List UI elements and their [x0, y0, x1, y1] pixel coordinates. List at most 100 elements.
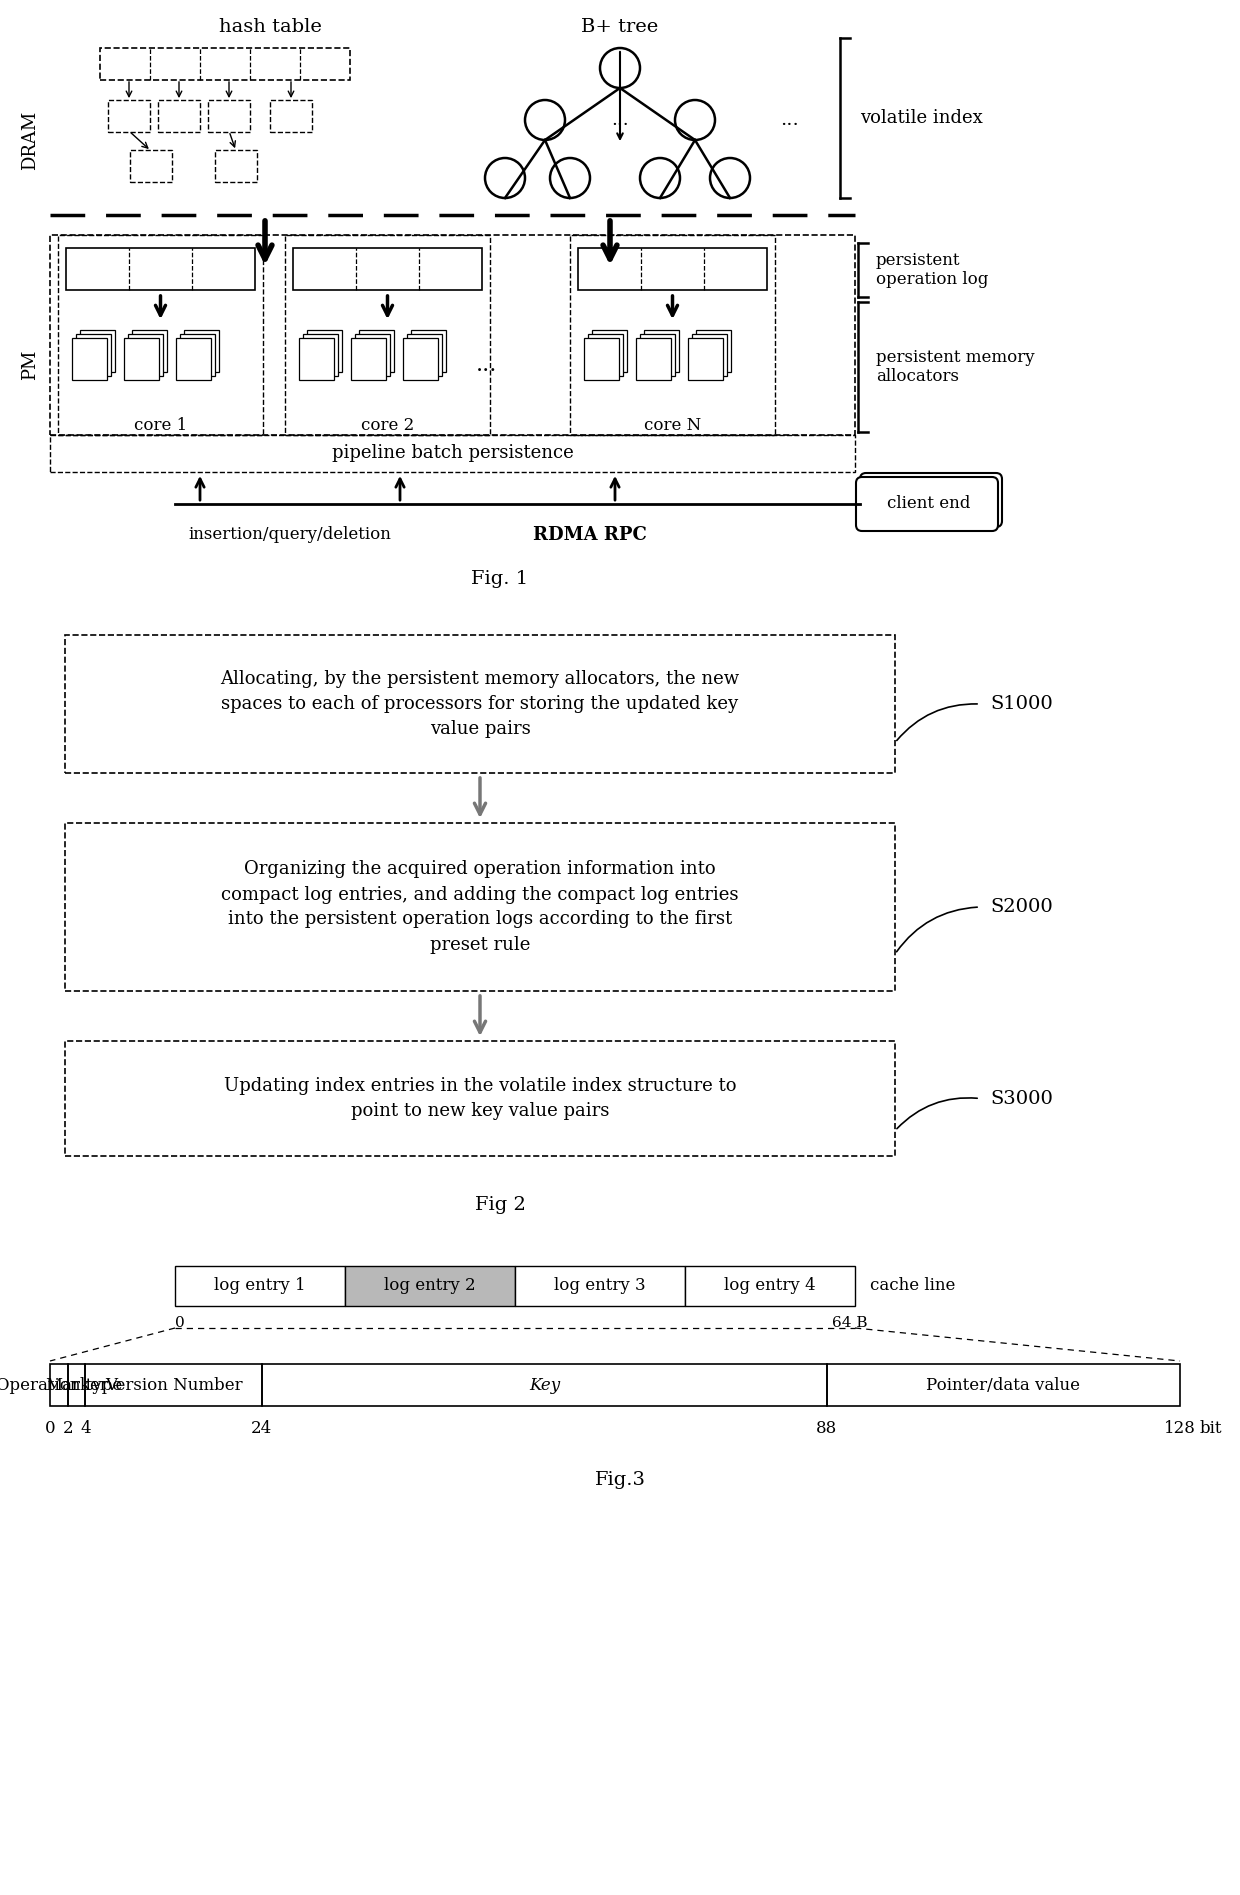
Text: Fig.3: Fig.3 [594, 1471, 646, 1489]
Bar [50, 436, 856, 472]
Bar [100, 47, 350, 80]
Text: DRAM: DRAM [21, 110, 38, 171]
Bar [303, 334, 339, 375]
Bar [72, 337, 107, 381]
Bar [175, 1266, 345, 1306]
Text: Pointer/data value: Pointer/data value [926, 1376, 1080, 1393]
Bar [355, 334, 391, 375]
Text: 0: 0 [175, 1315, 185, 1330]
Bar [68, 1364, 86, 1406]
Text: 2: 2 [62, 1419, 73, 1436]
Text: Operation type: Operation type [0, 1376, 122, 1393]
Bar [50, 235, 856, 436]
Bar [215, 150, 257, 182]
Bar [108, 100, 150, 133]
Bar [584, 337, 619, 381]
Text: hash table: hash table [218, 17, 321, 36]
Text: 4: 4 [81, 1419, 91, 1436]
Text: Organizing the acquired operation information into
compact log entries, and addi: Organizing the acquired operation inform… [221, 860, 739, 953]
Bar [58, 235, 263, 436]
Text: S3000: S3000 [990, 1090, 1053, 1107]
Text: log entry 2: log entry 2 [384, 1277, 476, 1294]
Text: B+ tree: B+ tree [582, 17, 658, 36]
Text: persistent memory
allocators: persistent memory allocators [875, 349, 1034, 385]
Bar [293, 248, 482, 290]
Bar [270, 100, 312, 133]
FancyBboxPatch shape [856, 478, 998, 531]
Text: Updating index entries in the volatile index structure to
point to new key value: Updating index entries in the volatile i… [223, 1076, 737, 1120]
Bar [262, 1364, 827, 1406]
Text: Fig. 1: Fig. 1 [471, 570, 528, 587]
Bar [591, 330, 627, 371]
Text: 128: 128 [1164, 1419, 1195, 1436]
Text: ...: ... [781, 112, 800, 129]
Text: core 2: core 2 [361, 417, 414, 434]
Bar [351, 337, 386, 381]
Bar [696, 330, 732, 371]
Bar [157, 100, 200, 133]
Text: RDMA RPC: RDMA RPC [533, 527, 647, 544]
Bar [360, 330, 394, 371]
Text: PM: PM [21, 351, 38, 381]
Text: S2000: S2000 [990, 898, 1053, 915]
Bar [64, 635, 895, 773]
Bar [827, 1364, 1180, 1406]
Bar [636, 337, 671, 381]
Bar [66, 248, 255, 290]
Bar [578, 248, 768, 290]
Bar [692, 334, 727, 375]
Text: 24: 24 [252, 1419, 273, 1436]
Bar [124, 337, 159, 381]
Bar [128, 334, 162, 375]
Bar [131, 330, 167, 371]
Text: pipeline batch persistence: pipeline batch persistence [332, 445, 574, 462]
Text: bit: bit [1200, 1419, 1223, 1436]
Text: insertion/query/deletion: insertion/query/deletion [188, 527, 392, 544]
Text: ...: ... [611, 112, 629, 129]
Text: log entry 4: log entry 4 [724, 1277, 816, 1294]
Bar [640, 334, 675, 375]
Text: 88: 88 [816, 1419, 837, 1436]
Bar [285, 235, 490, 436]
Bar [76, 334, 112, 375]
Bar [515, 1266, 684, 1306]
Text: S1000: S1000 [990, 695, 1053, 713]
Text: volatile index: volatile index [861, 110, 983, 127]
Text: Fig 2: Fig 2 [475, 1196, 526, 1215]
Text: Marker: Marker [45, 1376, 108, 1393]
Text: core 1: core 1 [134, 417, 187, 434]
Bar [64, 1040, 895, 1156]
Bar [570, 235, 775, 436]
Bar [308, 330, 342, 371]
Text: log entry 3: log entry 3 [554, 1277, 646, 1294]
Bar [208, 100, 250, 133]
Bar [644, 330, 680, 371]
Bar [588, 334, 622, 375]
Bar [64, 822, 895, 991]
Text: ...: ... [476, 354, 497, 375]
Bar [410, 330, 446, 371]
Text: core N: core N [644, 417, 701, 434]
Bar [407, 334, 441, 375]
Bar [403, 337, 438, 381]
Bar [81, 330, 115, 371]
Bar [176, 337, 211, 381]
Bar [688, 337, 723, 381]
Text: 0: 0 [45, 1419, 56, 1436]
Text: 64 B: 64 B [832, 1315, 868, 1330]
Bar [684, 1266, 856, 1306]
Text: log entry 1: log entry 1 [215, 1277, 306, 1294]
FancyBboxPatch shape [861, 474, 1002, 527]
Text: persistent
operation log: persistent operation log [875, 252, 988, 288]
Bar [184, 330, 219, 371]
Bar [130, 150, 172, 182]
Bar [180, 334, 215, 375]
Text: Key: Key [528, 1376, 560, 1393]
Bar [299, 337, 334, 381]
Text: cache line: cache line [870, 1277, 955, 1294]
Text: Version Number: Version Number [105, 1376, 242, 1393]
Bar [86, 1364, 262, 1406]
Bar [50, 1364, 68, 1406]
Text: client end: client end [888, 495, 971, 512]
Bar [345, 1266, 515, 1306]
